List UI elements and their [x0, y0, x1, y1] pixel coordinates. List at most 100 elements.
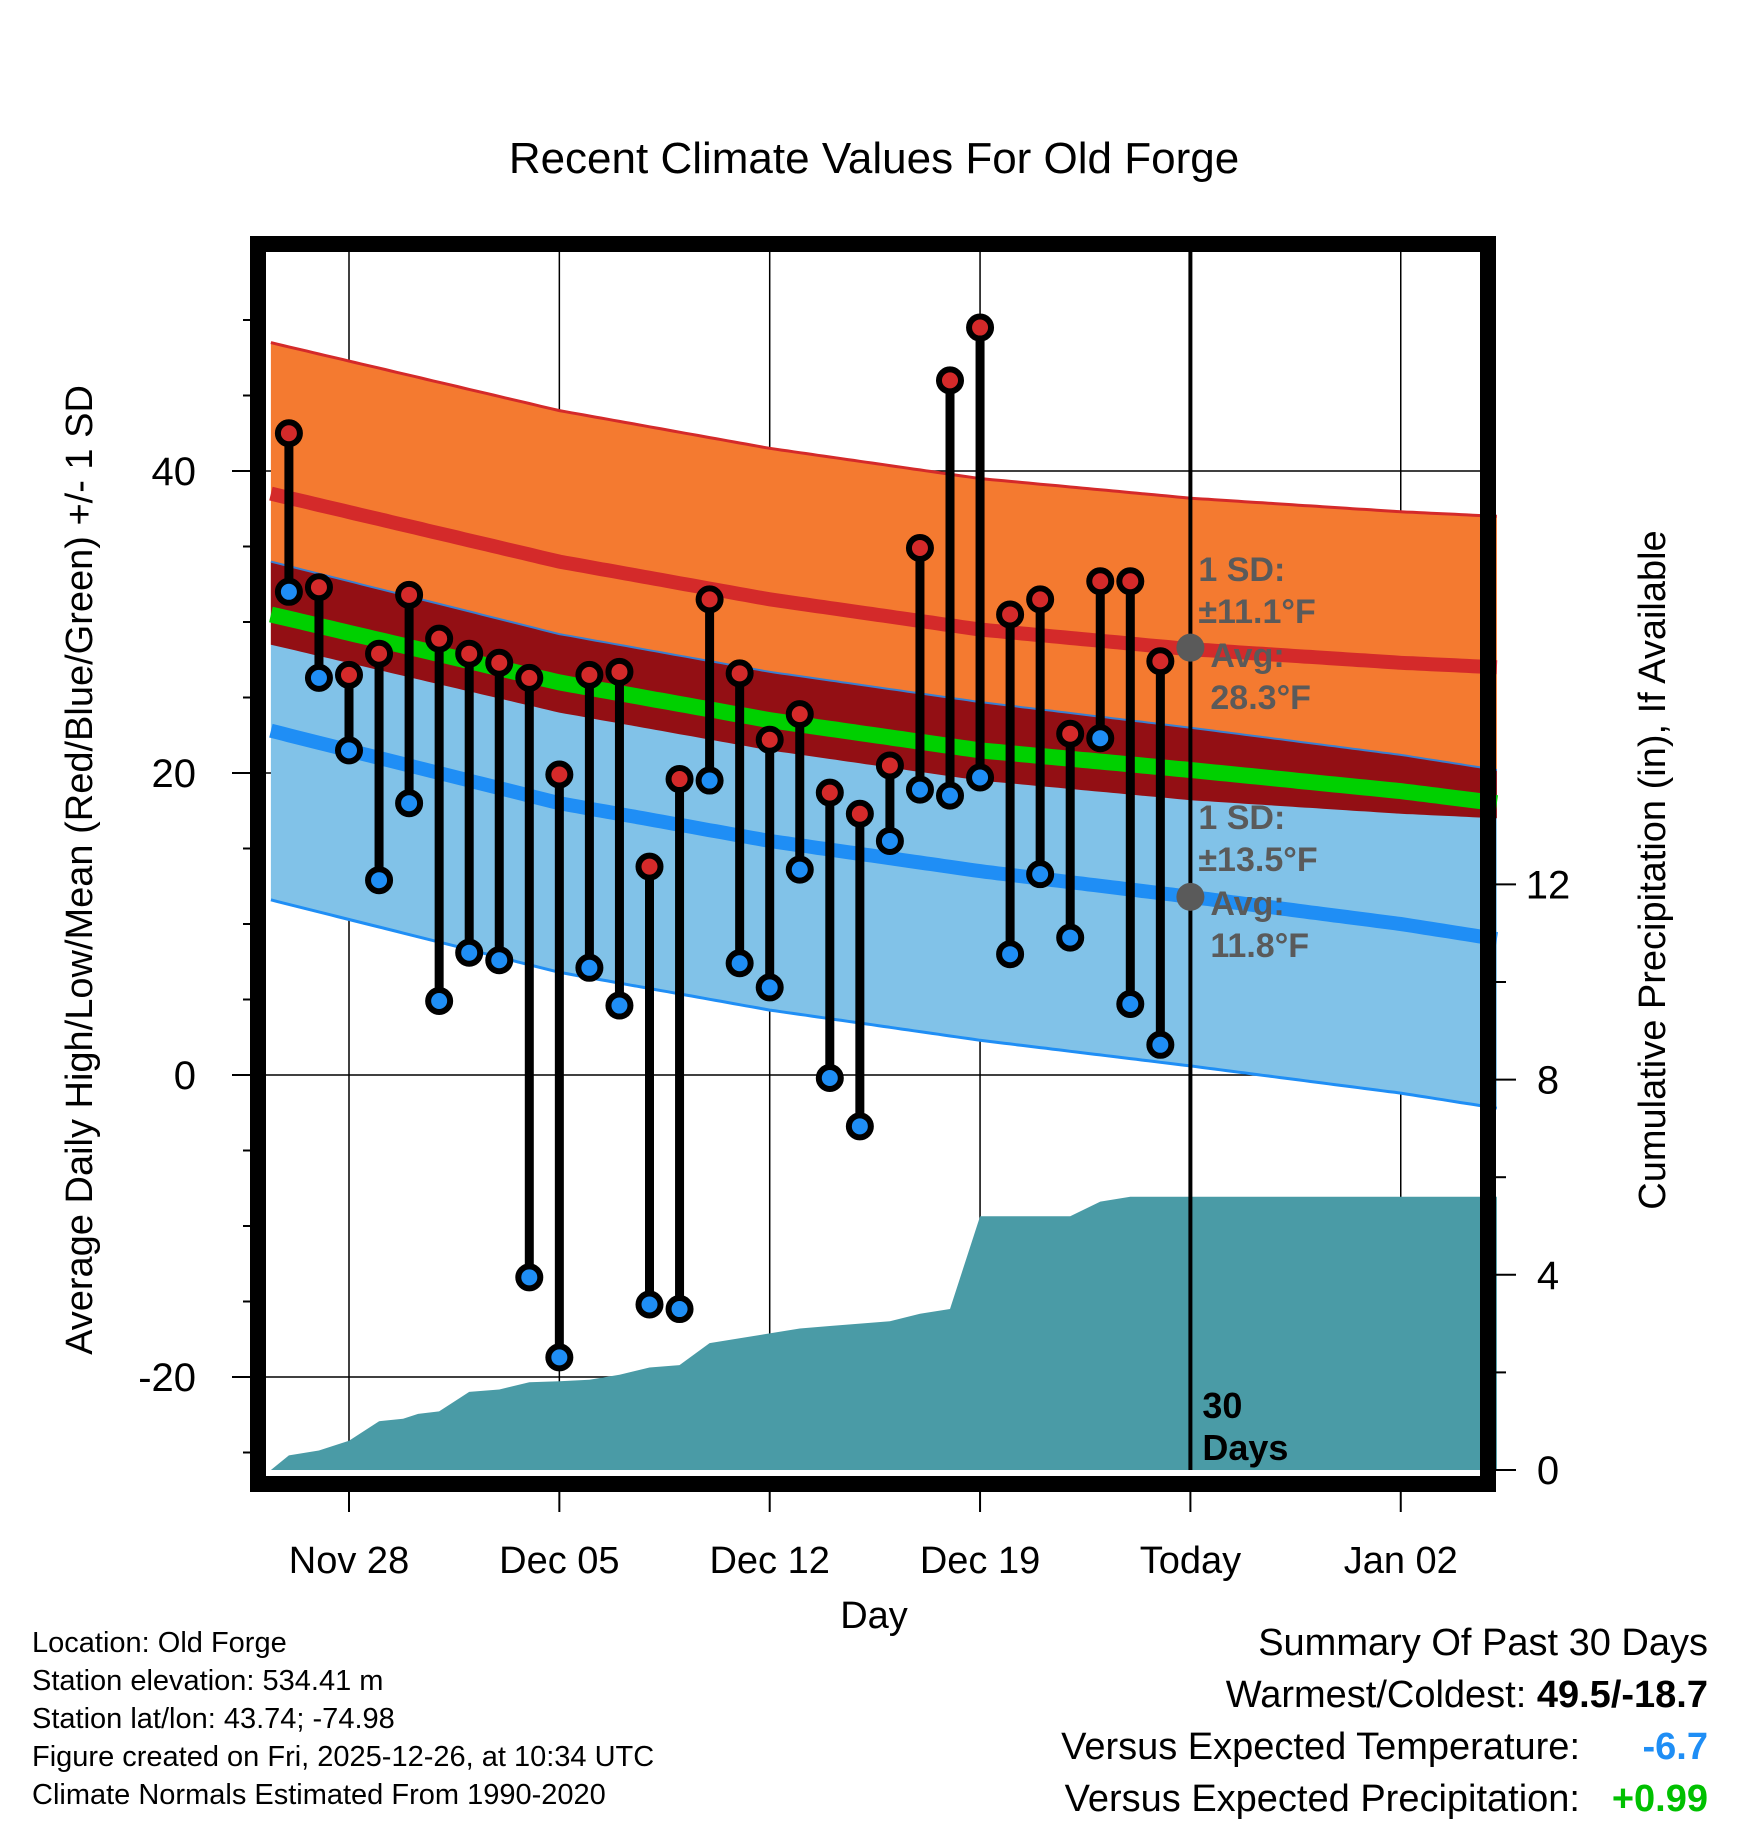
- high-avg-value: 28.3°F: [1210, 679, 1311, 717]
- daily-high-point: [1026, 585, 1055, 614]
- daily-high-point: [605, 657, 634, 686]
- daily-low-point: [785, 855, 814, 884]
- daily-low-point: [605, 991, 634, 1020]
- high-sd-value: ±11.1°F: [1198, 593, 1315, 631]
- low-avg-label: Avg:: [1210, 885, 1284, 923]
- summary-panel: Summary Of Past 30 Days Warmest/Coldest:…: [1061, 1622, 1708, 1830]
- daily-high-point: [304, 573, 333, 602]
- high-sd-upper-line: [270, 341, 1497, 518]
- daily-high-point: [515, 663, 544, 692]
- summary-precip-value: +0.99: [1611, 1778, 1708, 1820]
- daily-low-point: [1056, 923, 1085, 952]
- y-tick-label: 20: [152, 752, 197, 796]
- high-sd-label: 1 SD:: [1198, 551, 1285, 589]
- low-sd-value: ±13.5°F: [1198, 841, 1317, 879]
- daily-high-point: [1116, 567, 1145, 596]
- info-created: Figure created on Fri, 2025-12-26, at 10…: [32, 1741, 655, 1773]
- x-tick-label: Dec 12: [709, 1540, 829, 1582]
- daily-low-point: [1026, 860, 1055, 889]
- daily-low-point: [365, 866, 394, 895]
- daily-high-point: [395, 580, 424, 609]
- daily-high-point: [845, 799, 874, 828]
- daily-low-point: [395, 789, 424, 818]
- daily-low-point: [455, 938, 484, 967]
- y2-tick-label: 4: [1537, 1254, 1559, 1298]
- daily-high-point: [725, 659, 754, 688]
- summary-temp-label: Versus Expected Temperature:: [1061, 1726, 1580, 1768]
- today-days-label: Days: [1202, 1427, 1288, 1468]
- daily-high-point: [274, 419, 303, 448]
- daily-low-point: [996, 940, 1025, 969]
- daily-high-point: [905, 534, 934, 563]
- chart-title: Recent Climate Values For Old Forge: [509, 134, 1239, 183]
- y-tick-label: 40: [152, 450, 197, 494]
- daily-low-point: [635, 1290, 664, 1319]
- low-avg-marker: [1176, 882, 1205, 911]
- daily-low-point: [815, 1064, 844, 1093]
- normal-high-line: [269, 486, 1498, 675]
- daily-low-point: [755, 973, 784, 1002]
- daily-low-point: [966, 763, 995, 792]
- y-axis-label: Average Daily High/Low/Mean (Red/Blue/Gr…: [59, 385, 101, 1355]
- daily-low-point: [304, 663, 333, 692]
- normal-low-line: [269, 723, 1498, 947]
- daily-high-point: [455, 639, 484, 668]
- low-avg-value: 11.8°F: [1210, 927, 1309, 965]
- daily-high-point: [1056, 719, 1085, 748]
- daily-high-point: [996, 600, 1025, 629]
- daily-high-point: [1146, 647, 1175, 676]
- x-tick-label: Dec 05: [499, 1540, 619, 1582]
- daily-low-point: [936, 781, 964, 810]
- today-days-count: 30: [1202, 1385, 1242, 1426]
- high-avg-marker: [1176, 633, 1205, 662]
- info-elevation: Station elevation: 534.41 m: [32, 1665, 384, 1697]
- daily-high-point: [635, 852, 664, 881]
- daily-high-point: [966, 313, 995, 342]
- y2-axis-label: Cumulative Precipitation (in), If Availa…: [1632, 530, 1674, 1209]
- info-location: Location: Old Forge: [32, 1627, 287, 1659]
- daily-low-point: [485, 946, 514, 975]
- x-axis-label: Day: [840, 1595, 908, 1637]
- y-tick-label: 0: [174, 1054, 196, 1098]
- daily-low-point: [1116, 990, 1145, 1019]
- daily-low-point: [665, 1295, 694, 1324]
- summary-title: Summary Of Past 30 Days: [1258, 1622, 1708, 1664]
- daily-high-point: [575, 660, 604, 689]
- summary-warm-cold-value: 49.5/-18.7: [1536, 1674, 1708, 1716]
- daily-low-point: [425, 987, 454, 1016]
- info-normals: Climate Normals Estimated From 1990-2020: [32, 1779, 606, 1811]
- daily-high-point: [785, 700, 814, 729]
- daily-low-point: [1146, 1030, 1175, 1059]
- x-tick-label: Dec 19: [920, 1540, 1040, 1582]
- daily-high-point: [1086, 567, 1115, 596]
- daily-high-point: [665, 765, 694, 794]
- station-info: Location: Old Forge Station elevation: 5…: [32, 1624, 654, 1814]
- x-tick-label: Nov 28: [289, 1540, 409, 1582]
- low-sd-upper-line: [270, 560, 1498, 771]
- daily-high-point: [815, 778, 844, 807]
- daily-high-point: [875, 751, 904, 780]
- info-latlon: Station lat/lon: 43.74; -74.98: [32, 1703, 395, 1735]
- plot-frame: [250, 236, 1496, 1492]
- high-avg-label: Avg:: [1210, 637, 1284, 675]
- y2-tick-label: 0: [1537, 1449, 1559, 1493]
- daily-low-point: [725, 949, 754, 978]
- daily-high-point: [545, 760, 574, 789]
- daily-high-point: [425, 624, 454, 653]
- daily-low-point: [845, 1112, 874, 1141]
- y-tick-label: -20: [138, 1356, 196, 1400]
- low-sd-label: 1 SD:: [1198, 799, 1285, 837]
- x-tick-label: Jan 02: [1344, 1540, 1458, 1582]
- summary-precip-label: Versus Expected Precipitation:: [1064, 1778, 1580, 1820]
- summary-temp-value: -6.7: [1642, 1726, 1708, 1768]
- daily-low-point: [575, 953, 604, 982]
- plot-area: 1 SD: ±11.1°F Avg: 28.3°F 1 SD: ±13.5°F Avg: 11…: [138, 236, 1570, 1582]
- daily-high-point: [695, 585, 724, 614]
- daily-low-point: [905, 775, 934, 804]
- daily-low-point: [695, 766, 724, 795]
- daily-low-point: [545, 1343, 574, 1372]
- daily-low-point: [1086, 724, 1115, 753]
- summary-warm-cold-label: Warmest/Coldest:: [1225, 1674, 1527, 1716]
- daily-high-point: [335, 660, 363, 689]
